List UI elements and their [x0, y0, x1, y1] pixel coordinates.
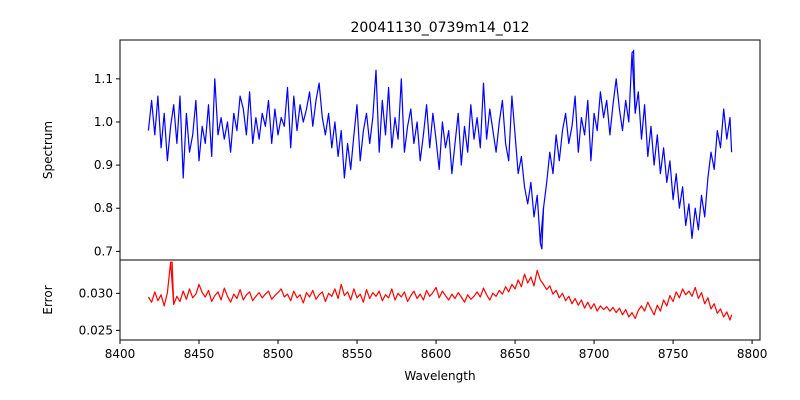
error-y-tick-label: 0.025 [79, 323, 113, 337]
x-tick-label: 8750 [658, 347, 689, 361]
spectrum-peak-max [631, 49, 636, 114]
x-tick-label: 8400 [105, 347, 136, 361]
chart-title: 20041130_0739m14_012 [350, 20, 529, 36]
spectrum-y-axis-label: Spectrum [41, 121, 55, 179]
x-tick-label: 8600 [421, 347, 452, 361]
spectrum-peak-min [539, 208, 545, 250]
x-tick-label: 8650 [500, 347, 531, 361]
spectrum-y-tick-label: 1.0 [94, 115, 113, 129]
error-peak-max [170, 261, 175, 305]
x-tick-label: 8550 [342, 347, 373, 361]
error-y-tick-label: 0.030 [79, 286, 113, 300]
x-axis-label: Wavelength [404, 369, 475, 383]
spectrum-y-tick-label: 0.7 [94, 244, 113, 258]
x-tick-label: 8800 [737, 347, 768, 361]
spectrum-panel: 0.7 0.8 0.9 1.0 1.1 Spectrum [41, 39, 761, 261]
error-series-line [147, 261, 733, 321]
spectrum-y-tick-label: 1.1 [94, 72, 113, 86]
error-panel: 0.025 0.030 Error 8400 8450 8500 8550 8600 8650 8… [41, 259, 768, 361]
spectrum-series-line [147, 52, 733, 244]
x-tick-label: 8700 [579, 347, 610, 361]
x-tick-label: 8500 [263, 347, 294, 361]
x-tick-label: 8450 [184, 347, 215, 361]
error-y-axis-label: Error [41, 285, 55, 314]
spectrum-y-tick-label: 0.8 [94, 201, 113, 215]
error-frame [119, 259, 761, 341]
spectrum-y-tick-label: 0.9 [94, 158, 113, 172]
